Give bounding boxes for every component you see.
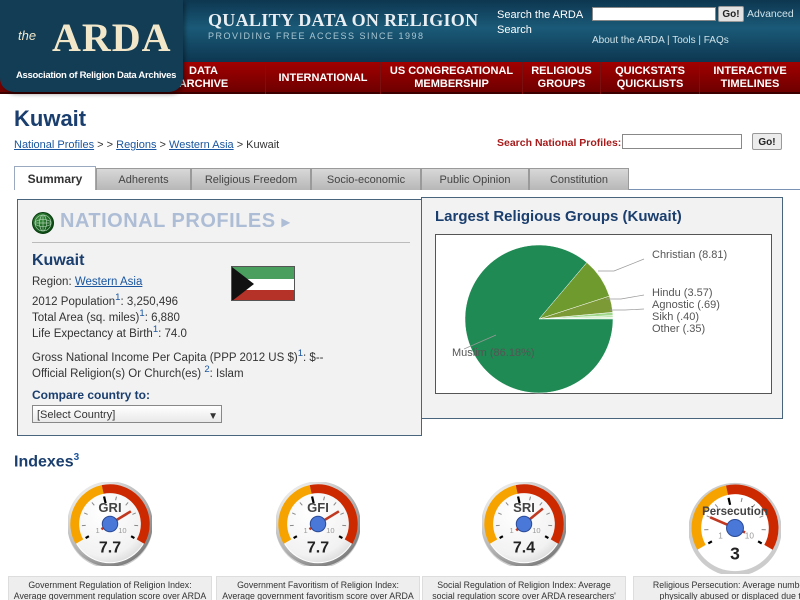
svg-text:1: 1 bbox=[303, 526, 307, 535]
svg-text:10: 10 bbox=[532, 526, 540, 535]
svg-text:10: 10 bbox=[326, 526, 334, 535]
svg-text:Persecution: Persecution bbox=[702, 506, 768, 518]
svg-text:1: 1 bbox=[718, 531, 723, 540]
svg-text:7.4: 7.4 bbox=[513, 540, 535, 557]
svg-text:1: 1 bbox=[509, 526, 513, 535]
svg-text:7.7: 7.7 bbox=[99, 540, 121, 557]
svg-text:3: 3 bbox=[730, 543, 740, 563]
svg-text:1: 1 bbox=[95, 526, 99, 535]
svg-text:GRI: GRI bbox=[98, 500, 121, 515]
svg-text:10: 10 bbox=[745, 531, 755, 540]
svg-text:SRI: SRI bbox=[513, 500, 535, 515]
svg-text:GFI: GFI bbox=[307, 500, 329, 515]
svg-text:7.7: 7.7 bbox=[307, 540, 329, 557]
svg-text:10: 10 bbox=[118, 526, 126, 535]
